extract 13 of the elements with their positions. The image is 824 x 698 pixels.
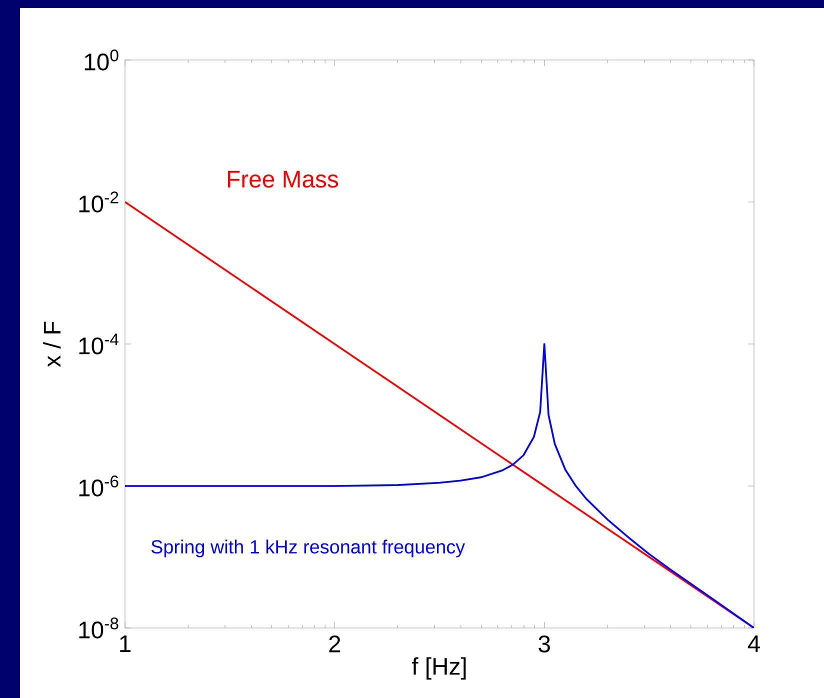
y-axis-title: x / F bbox=[43, 322, 61, 367]
x-tick-label: 2 bbox=[329, 636, 340, 652]
text: Spring with 1 kHz resonant frequency bbox=[151, 540, 466, 558]
text: Free Mass bbox=[228, 170, 338, 188]
x-axis-title: f [Hz] bbox=[412, 657, 466, 680]
x-tick-label: 3 bbox=[538, 636, 550, 652]
y-tick-label: 10$^{0}$ bbox=[84, 50, 118, 70]
y-tick-label: 10$^{-4}$ bbox=[79, 334, 118, 354]
y-tick-label: 10$^{-2}$ bbox=[79, 192, 118, 212]
x-tick-label: 1 bbox=[120, 636, 130, 652]
y-tick-label: 10$^{-8}$ bbox=[79, 618, 118, 638]
y-tick-label: 10$^{-6}$ bbox=[79, 476, 118, 496]
x-tick-label: 4 bbox=[748, 636, 760, 652]
